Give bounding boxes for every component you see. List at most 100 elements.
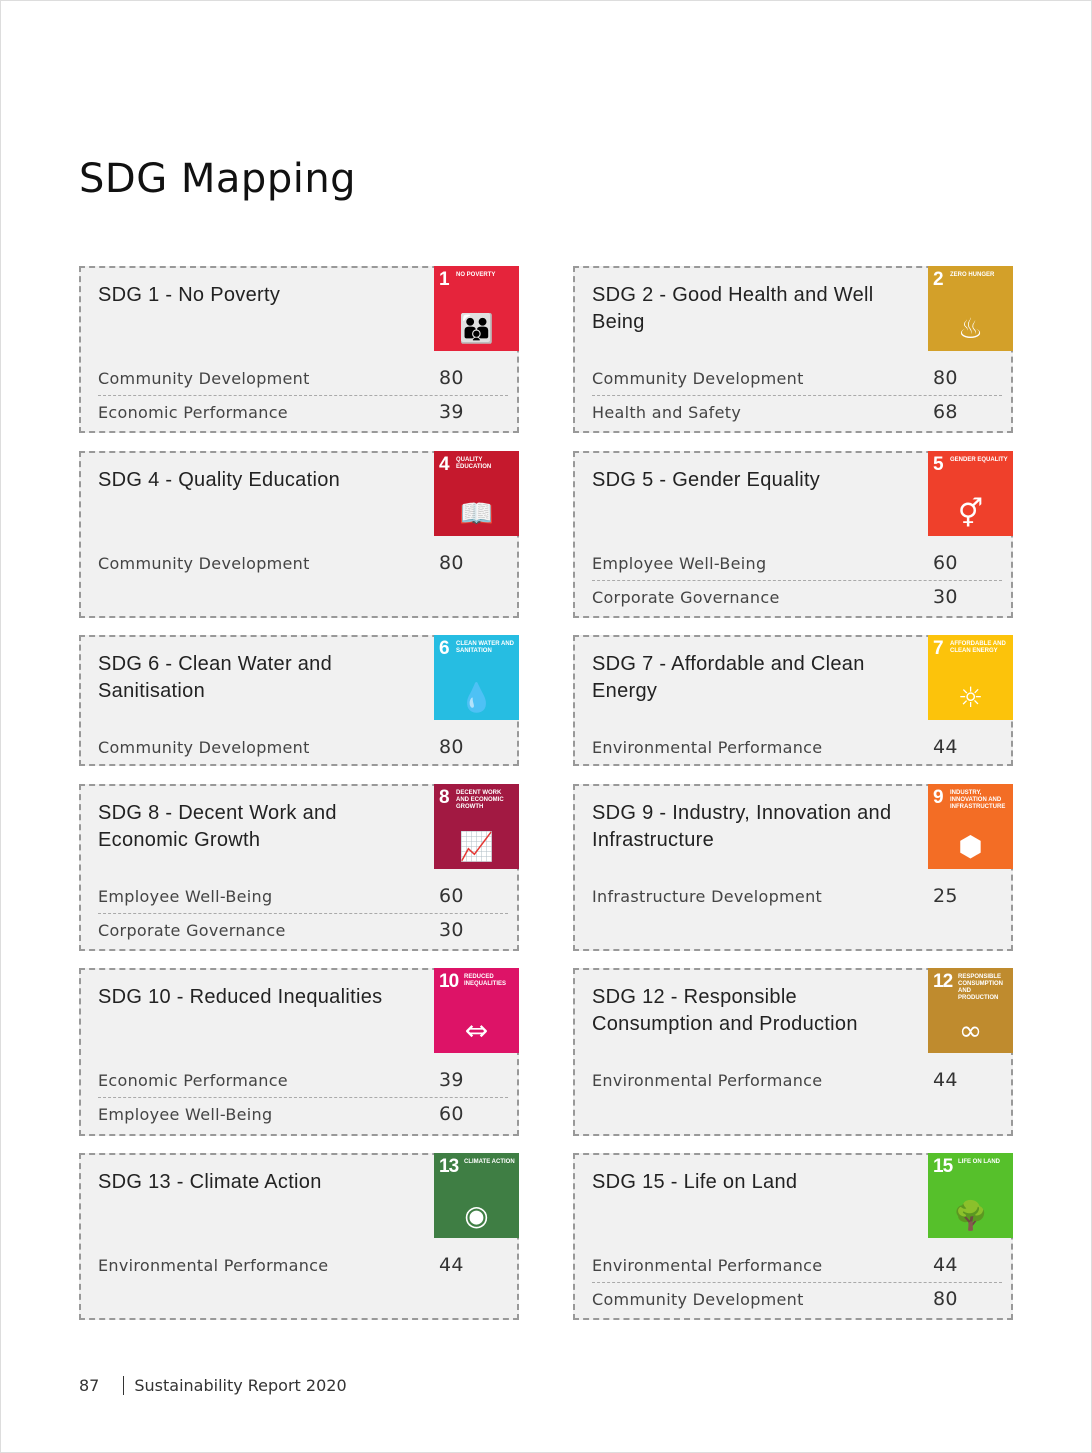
page-title: SDG Mapping [79,156,357,202]
topic-value: 68 [933,401,958,423]
book-icon: 📖 [459,497,494,530]
topic-value: 39 [439,1069,464,1091]
sdg-number: 10 [439,971,459,992]
tree-icon: 🌳 [953,1199,988,1232]
mapping-row: Community Development 80 [592,1282,1002,1316]
sdg-number: 1 [439,269,450,290]
sdg-badge-label: Life on Land [958,1159,1000,1165]
topic-label: Environmental Performance [592,1071,823,1090]
sdg-card: SDG 6 - Clean Water and Sanitisation 6 C… [79,635,519,766]
mapping-row: Infrastructure Development 25 [592,880,1002,913]
sdg-title: SDG 2 - Good Health and Well Being [592,284,874,333]
cubes-icon: ⬢ [958,830,983,863]
sdg-number: 12 [933,971,953,992]
infinity-icon: ∞ [958,1014,983,1047]
mapping-row: Environmental Performance 44 [592,1064,1002,1097]
sdg-badge: 10 Reduced Inequalities ⇔ [434,968,519,1053]
sdg-card: SDG 2 - Good Health and Well Being 2 Zer… [573,266,1013,433]
sdg-badge: 13 Climate Action ◉ [434,1153,519,1238]
sdg-number: 15 [933,1156,953,1177]
topic-label: Corporate Governance [592,588,780,607]
sdg-badge-label: No Poverty [456,272,496,278]
sdg-badge: 12 Responsible Consumption and Productio… [928,968,1013,1053]
sdg-title: SDG 10 - Reduced Inequalities [98,986,383,1008]
mapping-row: Economic Performance 39 [98,1064,508,1097]
gender-icon: ⚥ [957,497,984,530]
mapping-row: Community Development 80 [98,731,508,764]
topic-value: 80 [439,552,464,574]
mapping-rows: Environmental Performance 44 [98,1249,508,1282]
mapping-rows: Community Development 80 Economic Performa… [98,362,508,429]
mapping-row: Corporate Governance 30 [592,580,1002,614]
page-number: 87 [79,1376,100,1395]
sdg-badge: 7 Affordable and Clean Energy ☼ [928,635,1013,720]
sun-icon: ☼ [957,681,984,714]
sdg-badge: 6 Clean Water and Sanitation 💧 [434,635,519,720]
sdg-card: SDG 10 - Reduced Inequalities 10 Reduced… [79,968,519,1136]
topic-label: Infrastructure Development [592,887,823,906]
topic-label: Community Development [592,1290,804,1309]
topic-label: Community Development [98,554,310,573]
sdg-badge-label: Climate Action [464,1159,515,1165]
mapping-rows: Community Development 80 [98,547,508,580]
sdg-card: SDG 8 - Decent Work and Economic Growth … [79,784,519,951]
family-icon: 👪 [459,312,494,345]
topic-label: Environmental Performance [592,738,823,757]
bowl-icon: ♨ [957,312,984,345]
mapping-row: Environmental Performance 44 [592,1249,1002,1282]
topic-value: 25 [933,885,958,907]
sdg-title: SDG 9 - Industry, Innovation and Infrast… [592,802,892,851]
topic-value: 30 [439,919,464,941]
topic-label: Employee Well-Being [98,1105,273,1124]
sdg-title: SDG 15 - Life on Land [592,1171,798,1193]
sdg-badge: 2 Zero Hunger ♨ [928,266,1013,351]
mapping-row: Economic Performance 39 [98,395,508,429]
sdg-number: 9 [933,787,944,808]
sdg-badge-label: Gender Equality [950,457,1008,463]
sdg-title: SDG 12 - Responsible Consumption and Pro… [592,986,858,1035]
sdg-badge-label: Zero Hunger [950,272,995,278]
sdg-card: SDG 13 - Climate Action 13 Climate Actio… [79,1153,519,1320]
sdg-badge: 15 Life on Land 🌳 [928,1153,1013,1238]
mapping-row: Employee Well-Being 60 [98,1097,508,1131]
topic-value: 80 [439,367,464,389]
sdg-badge: 5 Gender Equality ⚥ [928,451,1013,536]
topic-label: Environmental Performance [592,1256,823,1275]
mapping-row: Health and Safety 68 [592,395,1002,429]
sdg-badge-label: Decent Work and Economic Growth [456,790,504,810]
topic-value: 60 [439,1103,464,1125]
mapping-row: Environmental Performance 44 [592,731,1002,764]
sdg-card: SDG 7 - Affordable and Clean Energy 7 Af… [573,635,1013,766]
topic-value: 44 [439,1254,464,1276]
sdg-card: SDG 4 - Quality Education 4 Quality Educ… [79,451,519,618]
sdg-badge: 4 Quality Education 📖 [434,451,519,536]
eye-globe-icon: ◉ [464,1199,489,1232]
mapping-row: Environmental Performance 44 [98,1249,508,1282]
mapping-rows: Economic Performance 39 Employee Well-Bein… [98,1064,508,1131]
sdg-badge: 1 No Poverty 👪 [434,266,519,351]
topic-label: Economic Performance [98,403,288,422]
sdg-title: SDG 6 - Clean Water and Sanitisation [98,653,333,702]
topic-value: 80 [439,736,464,758]
sdg-number: 8 [439,787,450,808]
topic-value: 30 [933,586,958,608]
sdg-title: SDG 8 - Decent Work and Economic Growth [98,802,337,851]
sdg-number: 13 [439,1156,459,1177]
topic-value: 44 [933,1254,958,1276]
mapping-rows: Environmental Performance 44 [592,731,1002,764]
sdg-number: 7 [933,638,944,659]
report-name: Sustainability Report 2020 [123,1376,347,1395]
footer: 87 Sustainability Report 2020 [79,1376,347,1395]
mapping-rows: Community Development 80 [98,731,508,764]
topic-value: 44 [933,736,958,758]
mapping-row: Community Development 80 [98,362,508,395]
topic-label: Community Development [98,369,310,388]
sdg-card: SDG 5 - Gender Equality 5 Gender Equalit… [573,451,1013,618]
topic-value: 44 [933,1069,958,1091]
sdg-card: SDG 15 - Life on Land 15 Life on Land 🌳 … [573,1153,1013,1320]
mapping-row: Community Development 80 [98,547,508,580]
sdg-badge-label: Clean Water and Sanitation [456,641,514,654]
mapping-row: Employee Well-Being 60 [592,547,1002,580]
sdg-badge: 8 Decent Work and Economic Growth 📈 [434,784,519,869]
topic-label: Corporate Governance [98,921,286,940]
